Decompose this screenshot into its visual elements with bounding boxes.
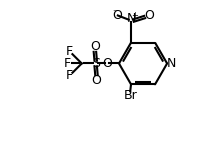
Text: Br: Br bbox=[123, 89, 137, 102]
Text: F: F bbox=[66, 45, 73, 58]
Text: O: O bbox=[90, 40, 100, 53]
Text: N: N bbox=[126, 12, 136, 25]
Text: +: + bbox=[131, 11, 138, 20]
Text: O: O bbox=[92, 74, 101, 87]
Text: F: F bbox=[64, 57, 71, 70]
Text: O: O bbox=[102, 57, 112, 70]
Text: S: S bbox=[92, 57, 100, 70]
Text: N: N bbox=[166, 57, 176, 70]
Text: O: O bbox=[112, 9, 122, 22]
Text: O: O bbox=[144, 9, 154, 22]
Text: ⁻: ⁻ bbox=[112, 8, 117, 18]
Text: F: F bbox=[66, 69, 73, 82]
